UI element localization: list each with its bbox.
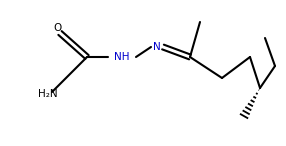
Text: O: O — [54, 23, 62, 33]
Text: N: N — [153, 42, 161, 52]
Text: H₂N: H₂N — [38, 89, 58, 99]
Text: NH: NH — [114, 52, 130, 62]
